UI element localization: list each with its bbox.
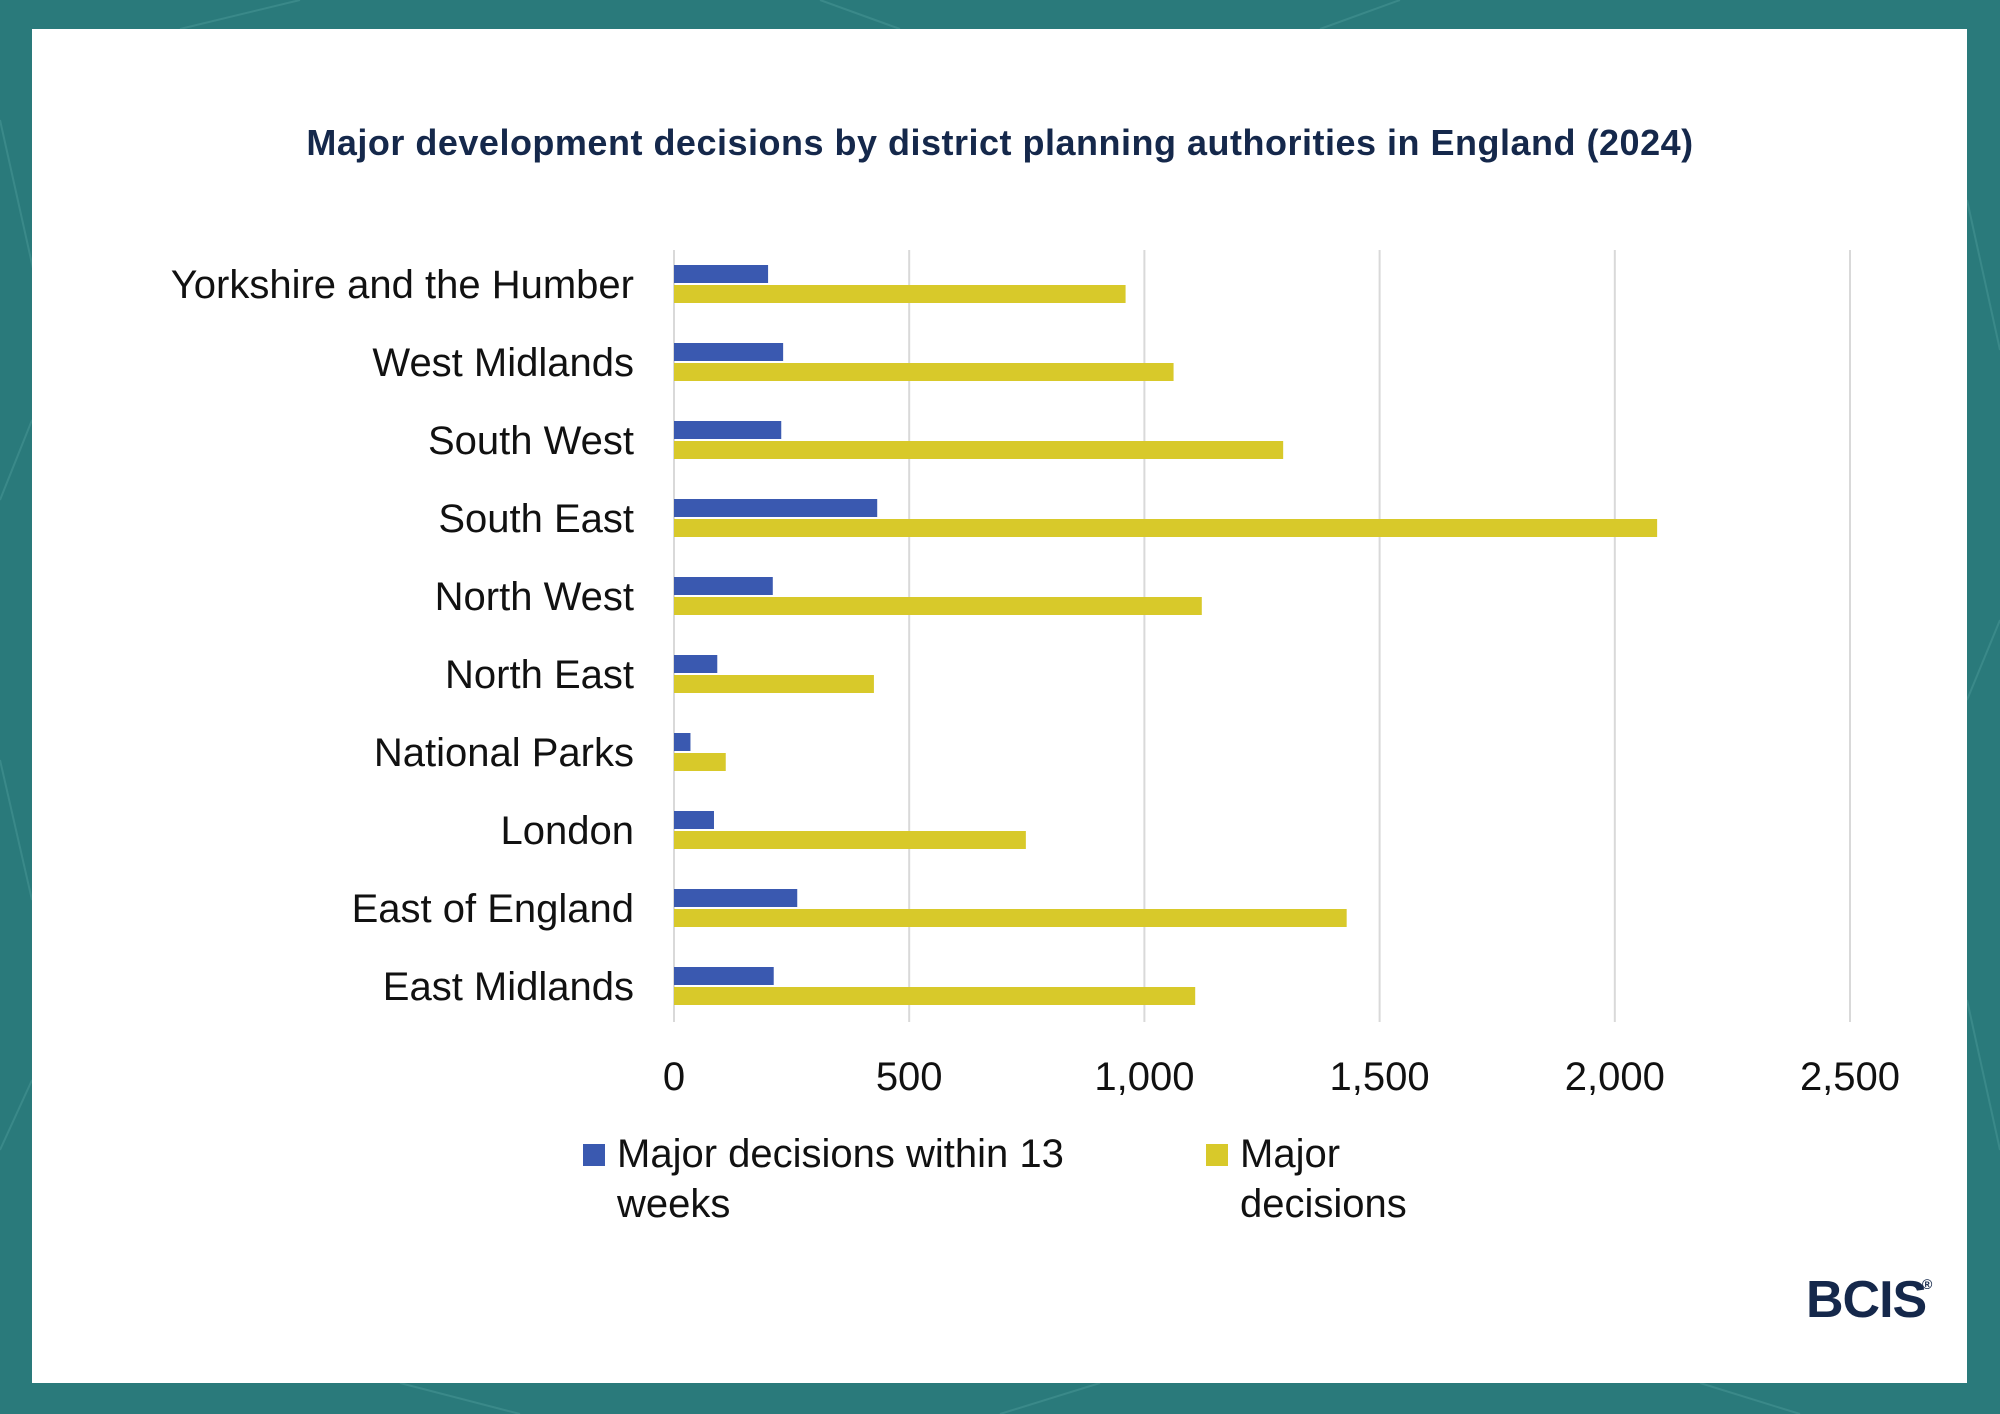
bcis-logo: BCIS <box>1806 1271 1927 1329</box>
bar-major-decisions-8 <box>674 909 1347 927</box>
chart-card <box>32 29 1967 1383</box>
chart-title: Major development decisions by district … <box>306 122 1694 163</box>
x-tick-label-1: 500 <box>876 1055 943 1099</box>
bar-major-decisions-0 <box>674 285 1126 303</box>
category-label-2: South West <box>428 419 634 463</box>
bar-within-13-weeks-8 <box>674 889 798 907</box>
bar-major-decisions-6 <box>674 753 726 771</box>
x-tick-label-2: 1,000 <box>1094 1055 1194 1099</box>
bar-major-decisions-2 <box>674 441 1284 459</box>
x-tick-label-4: 2,000 <box>1565 1055 1665 1099</box>
category-label-4: North West <box>435 575 634 619</box>
legend-swatch-within-13-weeks <box>583 1144 605 1166</box>
bar-major-decisions-5 <box>674 675 874 693</box>
bar-within-13-weeks-3 <box>674 499 878 517</box>
category-label-0: Yorkshire and the Humber <box>171 263 634 307</box>
bar-within-13-weeks-7 <box>674 811 714 829</box>
legend-swatch-major-decisions <box>1206 1144 1228 1166</box>
legend-label-major-line1: Major <box>1240 1132 1341 1176</box>
category-label-5: North East <box>445 653 634 697</box>
bar-within-13-weeks-1 <box>674 343 784 361</box>
legend-item-major-decisions: Major decisions <box>1206 1129 1407 1229</box>
x-tick-label-3: 1,500 <box>1330 1055 1430 1099</box>
bar-within-13-weeks-4 <box>674 577 773 595</box>
bar-major-decisions-4 <box>674 597 1202 615</box>
legend-label-within-line2: weeks <box>617 1182 731 1226</box>
category-label-6: National Parks <box>374 731 634 775</box>
bar-within-13-weeks-2 <box>674 421 782 439</box>
legend-label-within-line1: Major decisions within 13 <box>617 1132 1064 1176</box>
x-tick-label-0: 0 <box>663 1055 685 1099</box>
registered-mark: ® <box>1922 1276 1933 1292</box>
x-tick-label-5: 2,500 <box>1800 1055 1900 1099</box>
legend-label-major-decisions: Major decisions <box>1240 1129 1407 1229</box>
category-label-3: South East <box>438 497 634 541</box>
bar-within-13-weeks-9 <box>674 967 774 985</box>
legend-label-within-13-weeks: Major decisions within 13 weeks <box>617 1129 1064 1229</box>
legend-item-within-13-weeks: Major decisions within 13 weeks <box>583 1129 1064 1229</box>
bar-within-13-weeks-6 <box>674 733 691 751</box>
bar-major-decisions-7 <box>674 831 1026 849</box>
bar-within-13-weeks-5 <box>674 655 718 673</box>
bar-major-decisions-3 <box>674 519 1658 537</box>
bar-within-13-weeks-0 <box>674 265 769 283</box>
legend-label-major-line2: decisions <box>1240 1182 1407 1226</box>
category-label-1: West Midlands <box>372 341 634 385</box>
category-label-8: East of England <box>352 887 634 931</box>
category-label-7: London <box>501 809 634 853</box>
bar-major-decisions-9 <box>674 987 1196 1005</box>
category-label-9: East Midlands <box>383 965 634 1009</box>
bar-major-decisions-1 <box>674 363 1174 381</box>
